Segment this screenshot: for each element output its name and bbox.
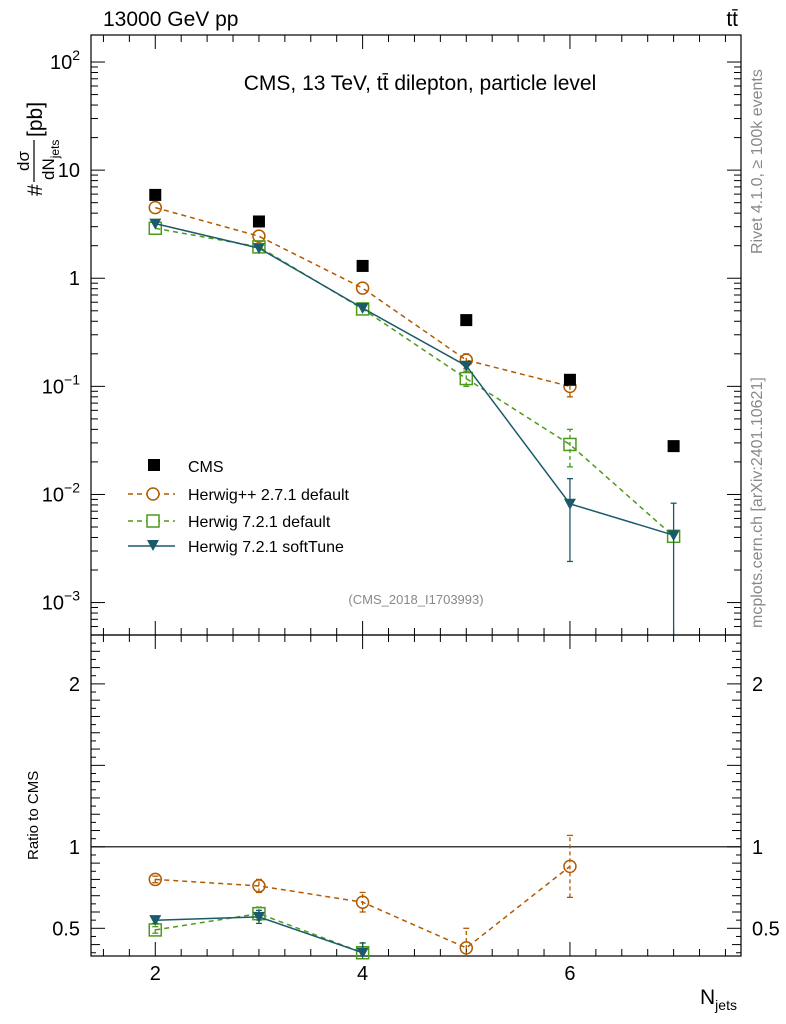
legend-marker-cms [148,459,160,471]
main-point [667,530,680,542]
rivet-version-label: Rivet 4.1.0, ≥ 100k events [749,69,766,254]
main-plot-title: CMS, 13 TeV, tt̄ dilepton, particle leve… [244,72,597,95]
main-y-tick-label: 10−1 [42,371,80,398]
main-point [460,360,473,372]
ratio-point [459,941,474,955]
main-series-herwig-2-7-1-default [148,200,577,398]
ratio-y-tick-label-left: 2 [69,674,80,696]
main-y-tick-label: 10−3 [42,588,80,615]
mcplots-label: mcplots.cern.ch [arXiv:2401.10621] [749,377,766,628]
main-point [252,229,266,243]
main-point [355,281,370,295]
ratio-line-herwig-2-7-1-default [155,865,571,949]
main-point [149,218,162,230]
legend-marker-herwigpp [146,487,160,501]
legend-entry-herwig7-default: Herwig 7.2.1 default [128,514,331,531]
ratio-point [355,895,370,909]
main-line-herwig-7-2-1-default [155,227,675,537]
main-point [356,303,369,315]
ratio-point [563,859,577,874]
legend-entry-herwigpp: Herwig++ 2.7.1 default [128,487,350,504]
x-tick-label: 4 [357,963,368,985]
main-panel: 102 10 1 10−1 10−2 10−3 CMS, 13 TeV, tt̄ dile… [14,34,742,636]
legend-marker-herwig7-softtune [147,540,159,551]
ratio-point [356,947,369,959]
main-point [563,437,577,452]
ratio-y-axis-title: Ratio to CMS [25,771,42,860]
ratio-point [149,915,162,927]
legend-label-herwig7-default: Herwig 7.2.1 default [188,514,331,531]
main-point [252,215,265,228]
ratio-point [252,911,265,923]
main-series-cms [149,188,680,453]
main-point [356,259,369,272]
main-y-tick-labels: 102 10 1 10−1 10−2 10−3 [42,47,80,615]
main-point [355,302,370,316]
main-point [149,188,162,201]
ratio-axis-ticks [91,634,741,956]
ratio-plot-frame [90,634,742,957]
main-line-herwig-7-2-1-softtune [155,222,674,536]
legend-entry-herwig7-softtune: Herwig 7.2.1 softTune [128,539,344,556]
main-y-tick-label: 1 [69,268,80,290]
legend-label-herwig7-softtune: Herwig 7.2.1 softTune [188,539,344,556]
analysis-id-label: (CMS_2018_I1703993) [348,592,483,607]
main-series-herwig-7-2-1-softtune [149,218,680,635]
main-y-tick-label: 10−2 [42,479,80,506]
y-axis-hash: # [24,184,47,196]
main-series-layer [148,188,681,635]
header-energy-label: 13000 GeV pp [103,8,238,31]
ratio-tick-labels: 0.5 0.5 1 1 2 2 2 4 6 [52,674,780,985]
header-process-label: tt̄ [726,8,738,31]
ratio-series-herwig-7-2-1-softtune [149,909,369,959]
y-axis-denominator: dNjets [39,140,62,180]
main-y-axis-title: # dσ dNjets [pb] [14,102,62,196]
main-point [667,440,680,453]
ratio-y-tick-label-right: 1 [752,837,763,859]
main-axis-ticks [91,35,741,635]
ratio-series-herwig-2-7-1-default [148,834,577,956]
main-line-herwig-2-7-1-default [155,206,571,388]
main-point [252,243,265,255]
ratio-y-tick-label-left: 1 [69,837,80,859]
main-point [563,498,576,510]
x-axis-title: Njets [700,986,737,1013]
x-tick-label: 6 [564,963,575,985]
main-y-tick-label: 102 [50,47,80,74]
main-y-tick-label: 10 [58,160,80,182]
legend-label-cms: CMS [188,459,224,476]
ratio-panel: 0.5 0.5 1 1 2 2 2 4 6 Ratio to CMS Njets [25,634,780,1013]
ratio-series-layer [148,834,577,960]
legend-marker-herwig7-default [146,514,160,528]
ratio-point [252,879,266,893]
ratio-y-tick-label-right: 0.5 [752,918,780,940]
y-axis-numerator: dσ [14,151,33,171]
main-point [460,314,473,327]
main-point [148,200,163,215]
legend-label-herwigpp: Herwig++ 2.7.1 default [188,487,350,504]
ratio-y-tick-label-left: 0.5 [52,918,80,940]
x-tick-label: 2 [150,963,161,985]
main-point [563,373,576,386]
ratio-point [148,872,163,887]
y-axis-unit: [pb] [24,102,47,137]
ratio-y-tick-label-right: 2 [752,674,763,696]
main-point [459,371,474,386]
legend: CMS Herwig++ 2.7.1 default Herwig 7.2.1 … [128,459,350,556]
legend-entry-cms: CMS [148,459,224,476]
